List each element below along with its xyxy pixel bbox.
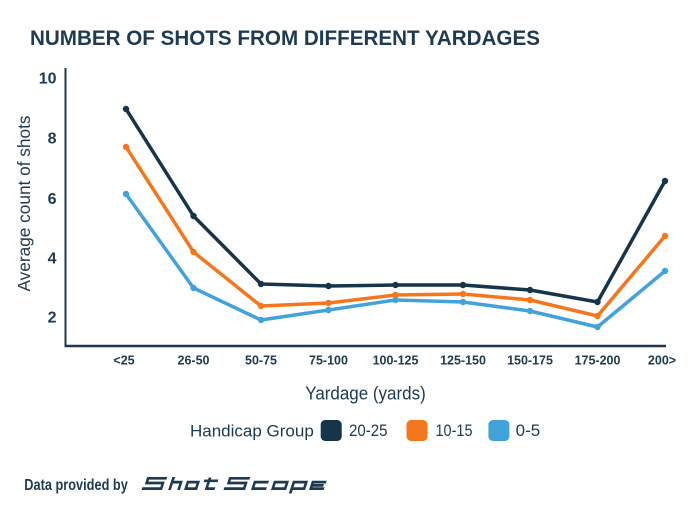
- svg-text:Yardage (yards): Yardage (yards): [305, 384, 426, 404]
- svg-text:Handicap Group: Handicap Group: [190, 421, 314, 440]
- svg-text:150-175: 150-175: [507, 354, 553, 368]
- svg-text:2: 2: [48, 309, 57, 326]
- svg-text:NUMBER OF SHOTS FROM DIFFERENT: NUMBER OF SHOTS FROM DIFFERENT YARDAGES: [30, 27, 540, 50]
- svg-text:0-5: 0-5: [516, 422, 541, 440]
- svg-text:200>: 200>: [648, 354, 676, 368]
- svg-text:50-75: 50-75: [245, 354, 277, 368]
- svg-text:Average count of shots: Average count of shots: [14, 115, 34, 291]
- svg-text:26-50: 26-50: [178, 354, 210, 368]
- svg-text:75-100: 75-100: [309, 354, 348, 368]
- svg-text:6: 6: [48, 191, 57, 208]
- svg-text:<25: <25: [113, 354, 134, 368]
- svg-text:125-150: 125-150: [440, 354, 486, 368]
- svg-text:Data provided by: Data provided by: [24, 477, 128, 494]
- svg-text:10-15: 10-15: [436, 422, 473, 440]
- svg-text:20-25: 20-25: [349, 422, 388, 440]
- svg-text:8: 8: [48, 131, 57, 148]
- svg-text:4: 4: [48, 250, 57, 267]
- svg-text:10: 10: [39, 71, 57, 88]
- svg-text:175-200: 175-200: [575, 354, 621, 368]
- svg-text:100-125: 100-125: [373, 354, 419, 368]
